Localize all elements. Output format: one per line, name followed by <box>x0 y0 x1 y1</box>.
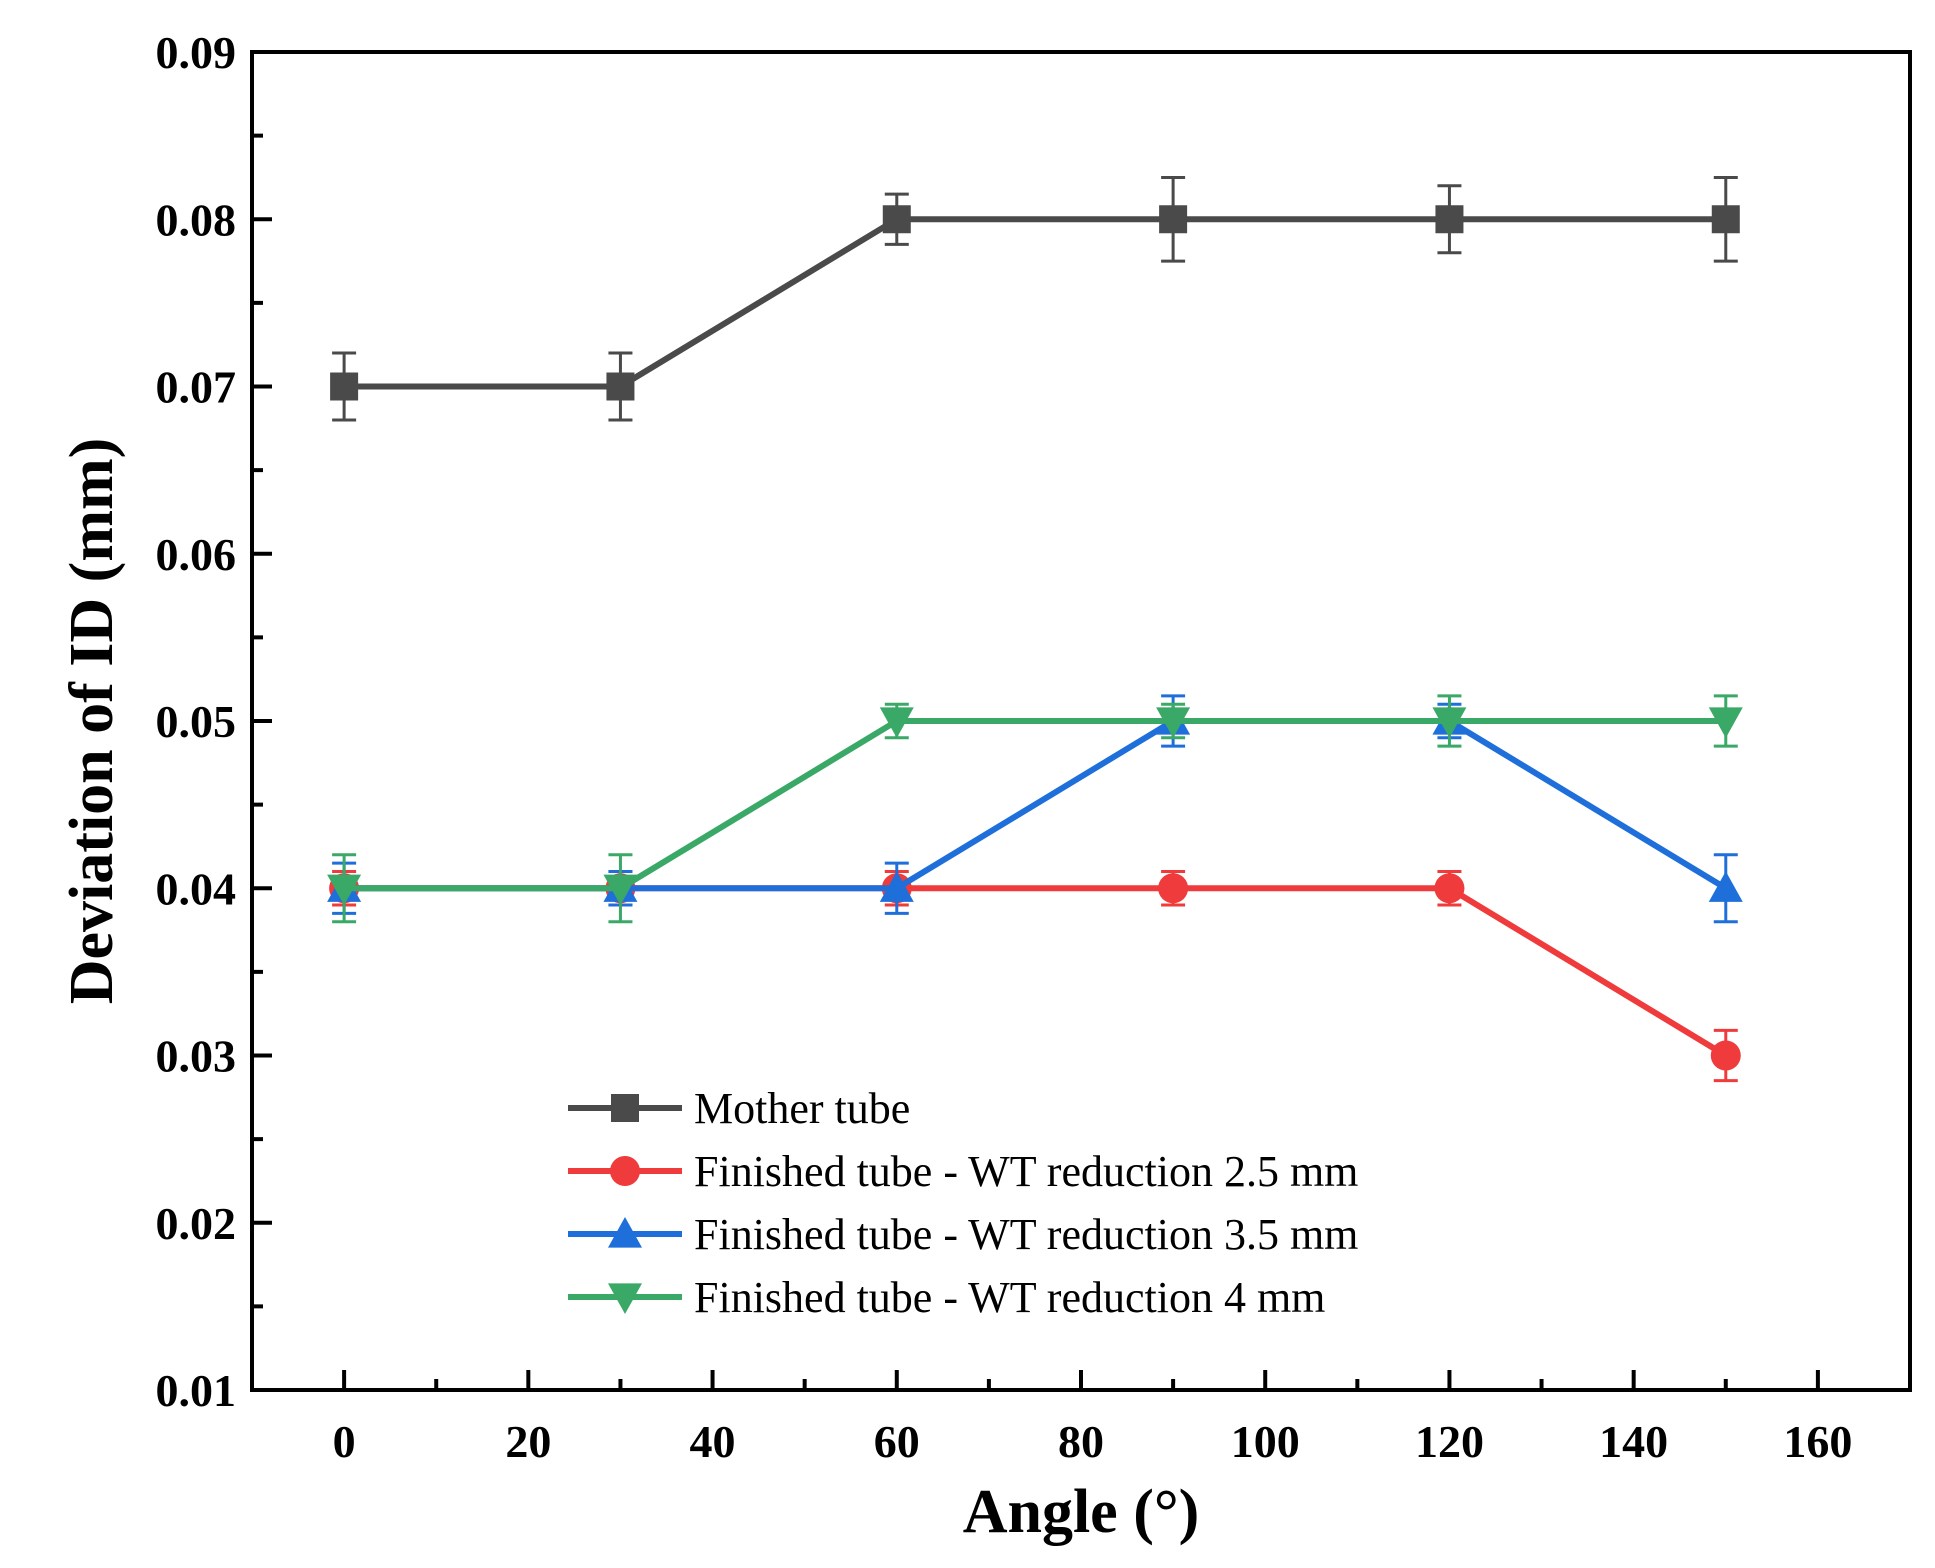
x-tick-label: 120 <box>1415 1416 1484 1467</box>
data-point <box>1434 873 1465 904</box>
legend-label: Finished tube - WT reduction 2.5 mm <box>694 1147 1358 1196</box>
legend-marker <box>611 1094 639 1122</box>
x-tick-label: 60 <box>874 1416 920 1467</box>
series-3 <box>327 694 1743 924</box>
data-point <box>330 372 359 401</box>
legend-marker <box>608 1217 642 1248</box>
data-point <box>1158 873 1189 904</box>
series-line <box>344 718 1726 892</box>
y-tick-label: 0.05 <box>156 696 237 747</box>
x-tick-label: 100 <box>1231 1416 1300 1467</box>
data-point <box>1708 871 1743 902</box>
data-point <box>1159 205 1188 234</box>
x-tick-label: 140 <box>1599 1416 1668 1467</box>
data-point <box>603 874 638 906</box>
y-axis-title: Deviation of ID (mm) <box>58 438 126 1005</box>
legend-label: Finished tube - WT reduction 4 mm <box>694 1273 1325 1322</box>
y-tick-label: 0.04 <box>156 863 237 914</box>
y-tick-label: 0.08 <box>156 194 237 245</box>
data-point <box>327 874 362 906</box>
x-tick-label: 0 <box>333 1416 356 1467</box>
series-1 <box>329 870 1741 1083</box>
legend-marker <box>608 1283 642 1314</box>
data-point <box>879 871 914 902</box>
x-tick-label: 20 <box>505 1416 551 1467</box>
y-tick-label: 0.02 <box>156 1198 237 1249</box>
x-tick-label: 40 <box>690 1416 736 1467</box>
data-point <box>879 707 914 738</box>
data-point <box>1435 205 1464 234</box>
y-tick-label: 0.01 <box>156 1365 237 1416</box>
data-point <box>1710 1040 1741 1071</box>
x-axis-title: Angle (°) <box>963 1478 1200 1546</box>
y-tick-label: 0.03 <box>156 1031 237 1082</box>
x-tick-label: 80 <box>1058 1416 1104 1467</box>
data-point <box>1432 707 1467 738</box>
data-point <box>882 205 911 234</box>
x-tick-label: 160 <box>1783 1416 1852 1467</box>
y-tick-label: 0.06 <box>156 529 237 580</box>
y-tick-label: 0.07 <box>156 362 237 413</box>
series-line <box>344 216 1726 390</box>
series-line <box>344 885 1728 1059</box>
series-0 <box>330 175 1740 422</box>
legend-entry: Finished tube - WT reduction 3.5 mm <box>568 1210 1358 1259</box>
series-line <box>344 718 1728 892</box>
legend-entry: Mother tube <box>568 1084 910 1133</box>
legend-entry: Finished tube - WT reduction 4 mm <box>568 1273 1325 1322</box>
data-point <box>1156 707 1191 738</box>
data-point <box>1708 707 1743 738</box>
legend-label: Mother tube <box>694 1084 910 1133</box>
data-point <box>1711 205 1740 234</box>
y-tick-label: 0.09 <box>156 27 237 78</box>
legend-marker <box>610 1156 640 1186</box>
data-point <box>606 372 635 401</box>
legend-label: Finished tube - WT reduction 3.5 mm <box>694 1210 1358 1259</box>
legend-entry: Finished tube - WT reduction 2.5 mm <box>568 1147 1358 1196</box>
